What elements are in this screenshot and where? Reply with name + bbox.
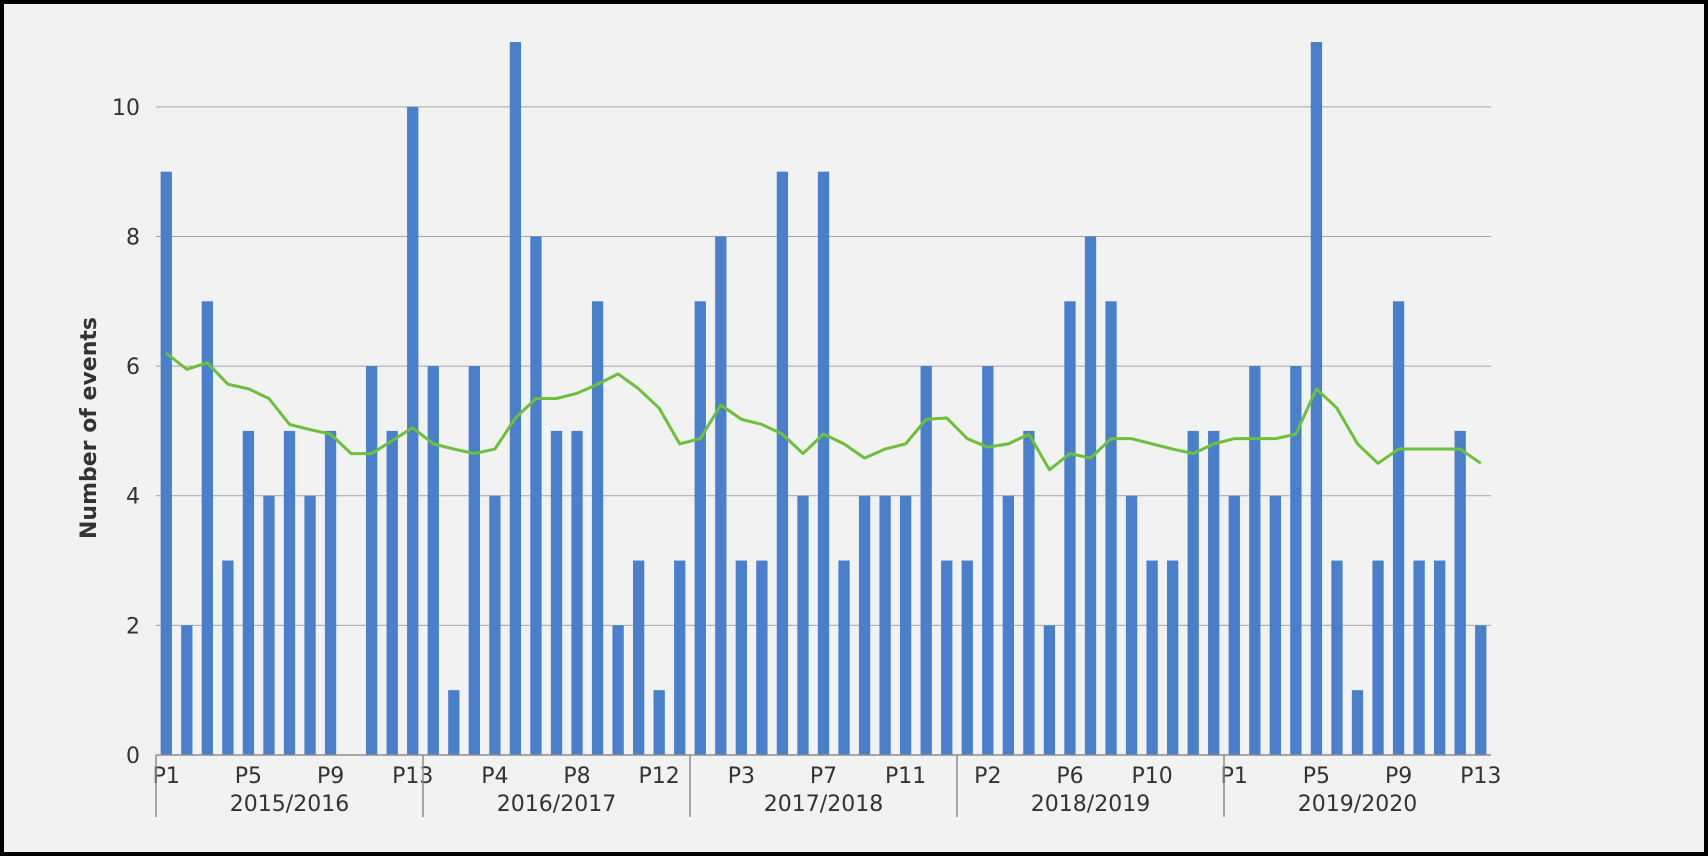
bar (407, 106, 419, 756)
y-tick-label: 8 (126, 225, 140, 250)
bar (550, 430, 563, 755)
x-tick-label: P11 (885, 764, 926, 789)
x-tick-label: P5 (1303, 764, 1330, 789)
bar (797, 495, 809, 755)
bar (530, 236, 542, 756)
bar (304, 495, 316, 755)
bar (366, 366, 378, 755)
bar (879, 495, 891, 755)
x-tick-label: P10 (1131, 764, 1172, 789)
x-tick-label: P8 (563, 764, 590, 789)
bar (1208, 430, 1220, 755)
x-tick-label: P1 (1221, 764, 1248, 789)
x-group-label: 2018/2019 (1031, 792, 1150, 817)
x-tick-label: P3 (728, 764, 755, 789)
bar (1434, 560, 1446, 755)
bar (1310, 42, 1323, 755)
bar (612, 625, 624, 755)
bar (1043, 625, 1056, 755)
bar (1167, 560, 1179, 755)
bar (242, 430, 255, 755)
bar (982, 366, 994, 755)
bar (509, 42, 522, 755)
bar (489, 495, 501, 755)
bar (920, 366, 932, 755)
x-tick-label: P5 (235, 764, 262, 789)
bar (900, 495, 912, 755)
bar (1290, 366, 1302, 755)
x-tick-label: P6 (1056, 764, 1083, 789)
x-tick-label: P9 (1385, 764, 1412, 789)
y-tick-label: 4 (126, 485, 140, 510)
bar (776, 171, 789, 756)
bar (653, 690, 665, 755)
bar (1351, 690, 1364, 755)
bar (941, 560, 953, 755)
bar (386, 430, 398, 755)
x-tick-label: P4 (481, 764, 508, 789)
x-group-label: 2016/2017 (497, 792, 616, 817)
x-tick-label: P13 (1460, 764, 1501, 789)
bar (1064, 301, 1076, 755)
x-tick-label: P9 (317, 764, 344, 789)
bar (283, 430, 296, 755)
bar (571, 430, 583, 755)
bar (160, 171, 172, 756)
bar (324, 430, 337, 755)
bar (858, 495, 871, 755)
y-tick-label: 2 (126, 614, 140, 639)
x-tick-label: P1 (153, 764, 180, 789)
bar (694, 301, 706, 755)
x-tick-label: P2 (974, 764, 1001, 789)
bar (1413, 560, 1425, 755)
bar (1105, 301, 1117, 755)
y-tick-label: 10 (112, 96, 140, 121)
bar (427, 366, 439, 755)
bar (1228, 495, 1240, 755)
trend-line (165, 351, 1482, 472)
bar (1475, 625, 1487, 755)
x-group-label: 2015/2016 (230, 792, 349, 817)
bar (1146, 560, 1158, 755)
x-group-label: 2019/2020 (1298, 792, 1417, 817)
x-tick-label: P7 (810, 764, 837, 789)
bar (1392, 301, 1405, 755)
bar (448, 690, 460, 755)
bar (838, 560, 850, 755)
bar (201, 301, 213, 755)
bar (1269, 495, 1281, 755)
x-tick-label: P12 (639, 764, 680, 789)
bar (1084, 236, 1097, 756)
y-tick-label: 0 (126, 744, 140, 769)
y-tick-label: 6 (126, 355, 140, 380)
bar (591, 301, 604, 755)
bar (817, 171, 830, 756)
bar (756, 560, 768, 755)
bar (1331, 560, 1343, 755)
x-group-label: 2017/2018 (764, 792, 883, 817)
bar (468, 366, 480, 755)
bar (1125, 495, 1138, 755)
bar (1249, 366, 1261, 755)
bar (735, 560, 747, 755)
axes: 0 2 4 6 8 10 P1 P5 P9 P13 2015/2016 P4 P8 P12 2016/201… (112, 96, 1501, 817)
bar (181, 625, 193, 755)
bar (715, 236, 727, 756)
bar (1023, 430, 1035, 755)
bar (1187, 430, 1199, 755)
bar (263, 495, 275, 755)
bar (1002, 495, 1014, 755)
x-tick-label: P13 (392, 764, 433, 789)
bar (961, 560, 973, 755)
bar (1454, 430, 1466, 755)
bar-series (160, 42, 1487, 756)
y-axis-title: Number of events (77, 317, 102, 539)
bar (674, 560, 686, 755)
bar (222, 560, 234, 755)
bar (1372, 560, 1384, 755)
trend-line-series (165, 351, 1482, 472)
bar (633, 560, 645, 755)
